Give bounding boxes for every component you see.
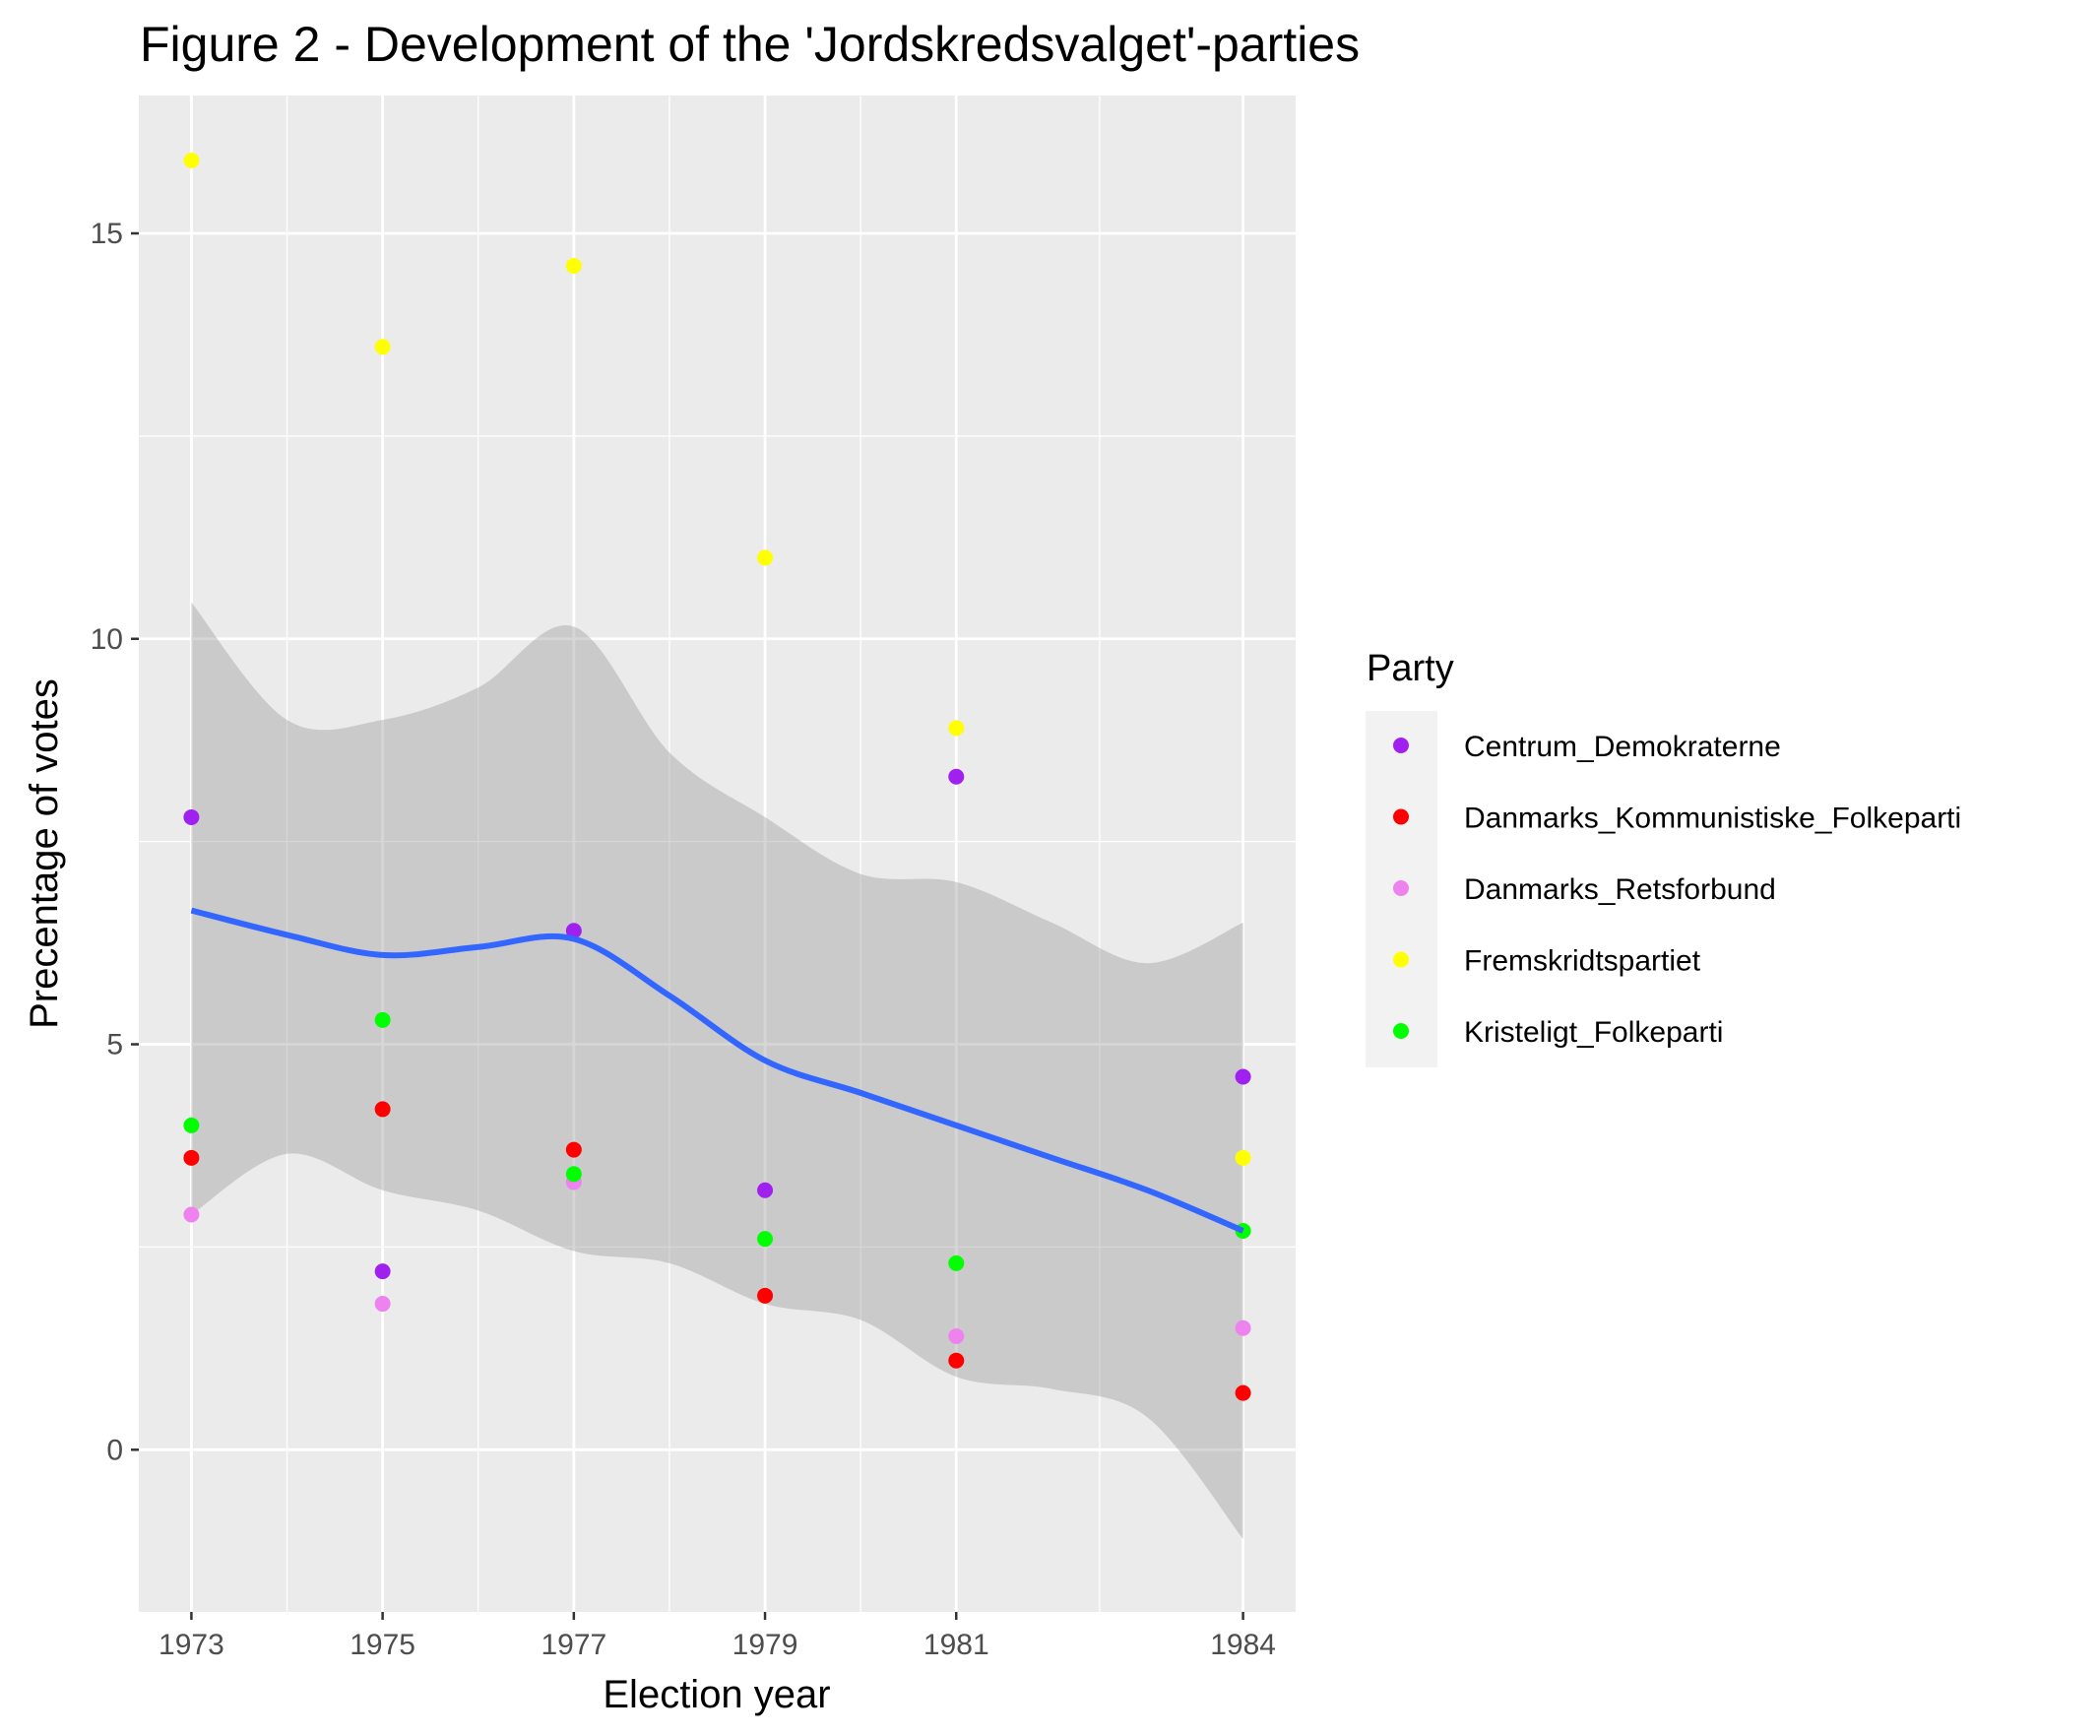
point-danmarks-kommunistiske-folkeparti — [183, 1149, 200, 1166]
point-fremskridtspartiet — [757, 549, 774, 566]
y-tick-label: 15 — [91, 218, 123, 250]
point-fremskridtspartiet — [948, 720, 965, 737]
point-danmarks-retsforbund — [1235, 1319, 1251, 1336]
x-tick-label: 1981 — [923, 1629, 989, 1661]
y-tick-label: 10 — [91, 623, 123, 656]
legend-label-kristeligt-folkeparti: Kristeligt_Folkeparti — [1464, 1016, 1723, 1049]
chart-title: Figure 2 - Development of the 'Jordskred… — [140, 17, 1360, 72]
point-danmarks-kommunistiske-folkeparti — [948, 1352, 965, 1369]
legend-key-danmarks-retsforbund — [1393, 880, 1409, 896]
x-tick-label: 1984 — [1210, 1629, 1276, 1661]
legend-items: Centrum_Demokraterne Danmarks_Kommunistis… — [1393, 731, 1961, 1049]
point-fremskridtspartiet — [374, 339, 391, 355]
x-tick-label: 1975 — [350, 1629, 415, 1661]
y-tick-label: 5 — [106, 1029, 123, 1061]
smooth-line-layer — [190, 907, 1244, 1234]
legend: Party Centrum_Demokraterne Danmarks_Kommu… — [1366, 648, 1961, 1067]
point-centrum-demokraterne — [1235, 1068, 1251, 1085]
confidence-ribbon-layer — [191, 602, 1243, 1539]
y-tick-label: 0 — [106, 1434, 123, 1466]
legend-label-danmarks-retsforbund: Danmarks_Retsforbund — [1464, 873, 1776, 906]
point-danmarks-retsforbund — [948, 1328, 965, 1344]
point-danmarks-retsforbund — [183, 1206, 200, 1223]
point-kristeligt-folkeparti — [757, 1231, 774, 1248]
confidence-ribbon — [191, 602, 1243, 1539]
legend-key-danmarks-kommunistiske-folkeparti — [1393, 808, 1409, 825]
point-kristeligt-folkeparti — [948, 1254, 965, 1271]
legend-label-centrum-demokraterne: Centrum_Demokraterne — [1464, 731, 1781, 763]
x-axis-title: Election year — [603, 1673, 830, 1716]
point-fremskridtspartiet — [183, 152, 200, 168]
y-axis-title: Precentage of votes — [23, 678, 66, 1029]
point-centrum-demokraterne — [374, 1263, 391, 1280]
y-axis: 0 5 10 15 — [91, 218, 139, 1466]
point-kristeligt-folkeparti — [565, 1166, 582, 1183]
point-danmarks-retsforbund — [374, 1296, 391, 1313]
point-centrum-demokraterne — [565, 923, 582, 939]
point-danmarks-kommunistiske-folkeparti — [1235, 1384, 1251, 1401]
minor-gridlines — [139, 96, 1296, 1612]
legend-label-danmarks-kommunistiske-folkeparti: Danmarks_Kommunistiske_Folkeparti — [1464, 803, 1961, 835]
point-fremskridtspartiet — [1235, 1149, 1251, 1166]
legend-key-kristeligt-folkeparti — [1393, 1023, 1409, 1039]
smooth-line — [190, 907, 1244, 1234]
point-danmarks-kommunistiske-folkeparti — [757, 1287, 774, 1304]
x-axis: 1973 1975 1977 1979 1981 1984 — [159, 1612, 1276, 1661]
legend-key-fremskridtspartiet — [1393, 951, 1409, 968]
x-tick-label: 1979 — [732, 1629, 798, 1661]
point-centrum-demokraterne — [183, 808, 200, 825]
point-centrum-demokraterne — [757, 1182, 774, 1198]
legend-key-centrum-demokraterne — [1393, 738, 1409, 753]
major-gridlines — [139, 96, 1296, 1612]
point-danmarks-kommunistiske-folkeparti — [374, 1101, 391, 1118]
point-kristeligt-folkeparti — [374, 1011, 391, 1028]
point-fremskridtspartiet — [565, 257, 582, 274]
x-tick-label: 1977 — [541, 1629, 606, 1661]
x-tick-label: 1973 — [159, 1629, 224, 1661]
legend-label-fremskridtspartiet: Fremskridtspartiet — [1464, 945, 1701, 978]
point-centrum-demokraterne — [948, 768, 965, 785]
point-danmarks-kommunistiske-folkeparti — [565, 1141, 582, 1158]
point-kristeligt-folkeparti — [183, 1117, 200, 1133]
plot-panel — [139, 96, 1296, 1612]
legend-title: Party — [1367, 648, 1454, 689]
scatter-points-layer — [183, 152, 1251, 1401]
